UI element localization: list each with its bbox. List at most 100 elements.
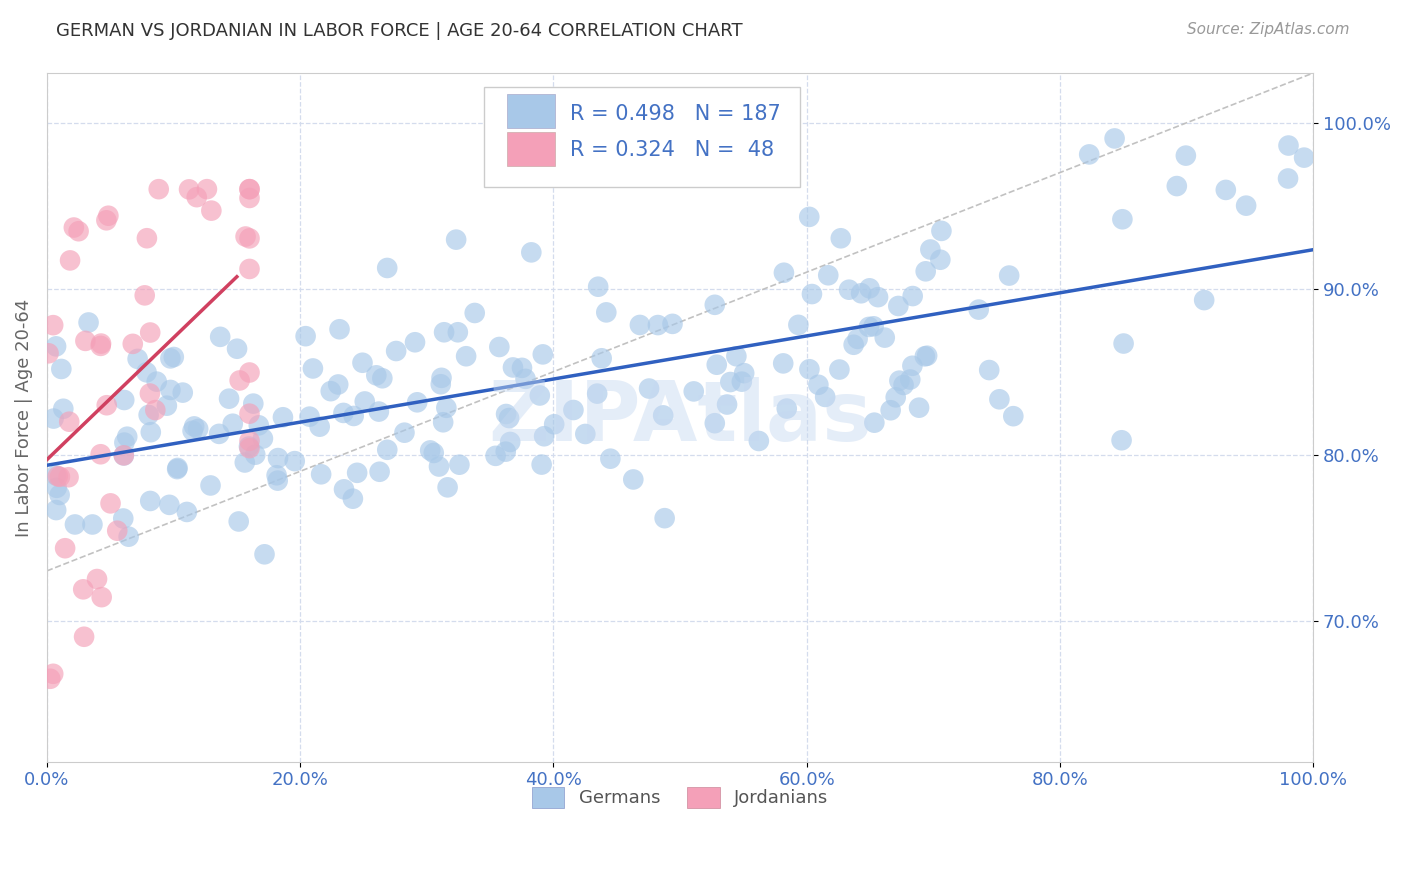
Point — [858, 319, 880, 334]
Point — [242, 396, 264, 410]
Point — [498, 411, 520, 425]
Point — [238, 434, 260, 448]
Point — [45, 503, 67, 517]
Point — [628, 318, 651, 332]
Point — [121, 336, 143, 351]
Point — [889, 374, 911, 388]
Point — [63, 220, 86, 235]
Point — [100, 496, 122, 510]
Point — [90, 447, 112, 461]
Point — [135, 231, 157, 245]
Point — [703, 298, 725, 312]
Point — [814, 390, 837, 404]
Point — [186, 190, 208, 204]
Point — [868, 290, 890, 304]
Point — [375, 442, 398, 457]
Point — [159, 383, 181, 397]
Point — [353, 394, 375, 409]
Point — [436, 480, 458, 494]
Point — [235, 229, 257, 244]
Point — [484, 449, 506, 463]
Point — [245, 448, 267, 462]
Point — [228, 515, 250, 529]
Point — [562, 403, 585, 417]
Point — [543, 417, 565, 432]
Point — [271, 410, 294, 425]
Point — [1104, 131, 1126, 145]
Point — [333, 483, 356, 497]
Point — [59, 253, 82, 268]
Point — [434, 401, 457, 415]
Text: ZIPAtlas: ZIPAtlas — [488, 377, 872, 458]
Point — [63, 517, 86, 532]
Point — [725, 349, 748, 363]
Point — [862, 319, 884, 334]
Point — [718, 375, 741, 389]
Point — [901, 359, 924, 373]
Point — [1078, 147, 1101, 161]
Point — [267, 451, 290, 466]
Point — [654, 511, 676, 525]
Point — [1234, 199, 1257, 213]
Point — [127, 351, 149, 366]
Point — [39, 672, 62, 686]
Point — [530, 458, 553, 472]
Point — [308, 419, 330, 434]
Point — [499, 434, 522, 449]
Point — [495, 444, 517, 458]
Point — [621, 473, 644, 487]
Point — [842, 338, 865, 352]
Point — [352, 356, 374, 370]
Point — [495, 407, 517, 421]
Point — [112, 448, 135, 462]
Point — [298, 409, 321, 424]
Text: Source: ZipAtlas.com: Source: ZipAtlas.com — [1187, 22, 1350, 37]
Point — [884, 390, 907, 404]
Point — [172, 385, 194, 400]
Point — [799, 362, 821, 376]
Point — [510, 360, 533, 375]
Point — [115, 430, 138, 444]
Point — [195, 182, 218, 196]
Point — [731, 375, 754, 389]
Point — [238, 366, 260, 380]
Point — [406, 395, 429, 409]
Point — [638, 382, 661, 396]
Point — [863, 416, 886, 430]
Point — [328, 377, 350, 392]
Point — [367, 404, 389, 418]
Point — [430, 371, 453, 385]
Point — [252, 432, 274, 446]
Point — [647, 318, 669, 332]
Point — [1002, 409, 1025, 424]
Point — [515, 372, 537, 386]
Point — [139, 326, 162, 340]
Point — [42, 318, 65, 333]
Point — [156, 399, 179, 413]
Point — [914, 350, 936, 364]
Point — [233, 455, 256, 469]
Point — [1112, 336, 1135, 351]
Point — [159, 351, 181, 366]
Point — [661, 317, 683, 331]
Point — [807, 377, 830, 392]
Point — [599, 451, 621, 466]
Point — [931, 224, 953, 238]
Point — [145, 375, 167, 389]
Point — [46, 469, 69, 483]
Point — [703, 416, 725, 430]
Point — [464, 306, 486, 320]
Point — [799, 210, 821, 224]
Text: R = 0.324   N =  48: R = 0.324 N = 48 — [569, 140, 775, 161]
Point — [200, 203, 222, 218]
Point — [433, 325, 456, 339]
Point — [531, 347, 554, 361]
Point — [368, 465, 391, 479]
Point — [238, 440, 260, 454]
Point — [42, 411, 65, 425]
Point — [143, 403, 166, 417]
Point — [166, 462, 188, 476]
Legend: Germans, Jordanians: Germans, Jordanians — [524, 780, 835, 814]
Point — [447, 325, 470, 339]
Point — [908, 401, 931, 415]
